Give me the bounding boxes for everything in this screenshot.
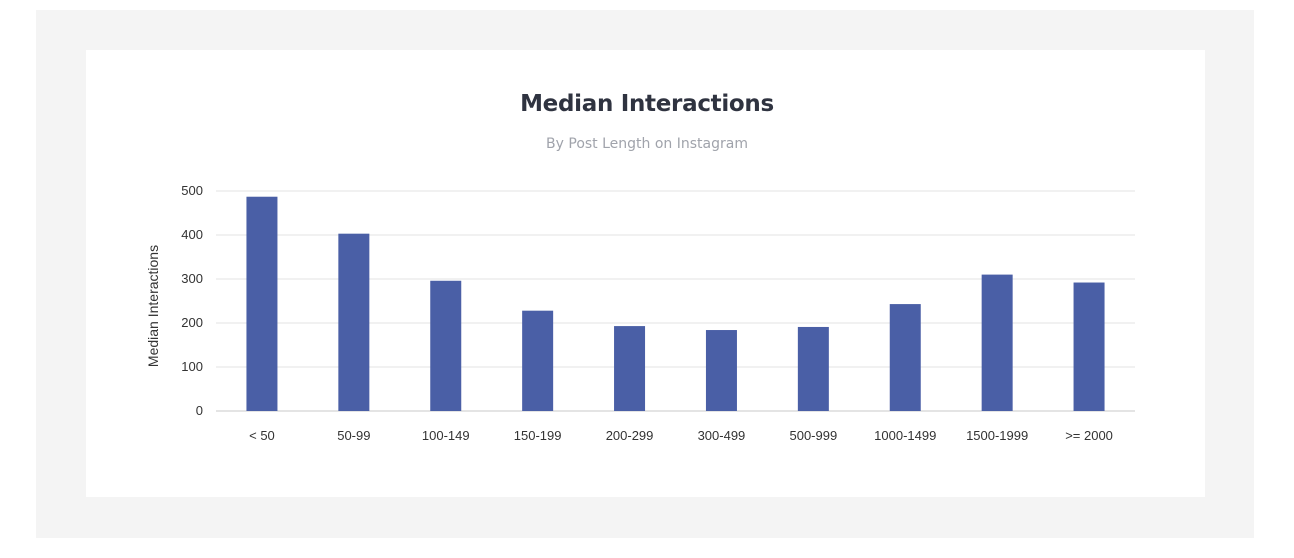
bar: [705, 330, 737, 411]
x-tick-label: 200-299: [606, 428, 654, 443]
x-tick-label: 1000-1499: [874, 428, 936, 443]
bar: [338, 233, 370, 411]
bar: [797, 326, 829, 411]
bar: [614, 326, 646, 411]
x-tick-label: >= 2000: [1065, 428, 1113, 443]
bar: [246, 196, 278, 411]
y-tick-label: 200: [181, 315, 203, 330]
chart-title: Median Interactions: [520, 91, 774, 117]
chart-subtitle: By Post Length on Instagram: [546, 136, 748, 152]
bar: [1073, 282, 1105, 411]
bars: [246, 196, 1105, 411]
bar: [889, 304, 921, 411]
x-tick-label: 100-149: [422, 428, 470, 443]
y-axis-ticks: 0 100 200 300 400 500: [181, 183, 203, 418]
x-tick-label: 50-99: [337, 428, 370, 443]
y-tick-label: 300: [181, 271, 203, 286]
x-tick-label: < 50: [249, 428, 275, 443]
x-tick-label: 150-199: [514, 428, 562, 443]
y-tick-label: 400: [181, 227, 203, 242]
bar: [522, 310, 554, 411]
x-tick-label: 300-499: [698, 428, 746, 443]
y-tick-label: 500: [181, 183, 203, 198]
bar: [981, 274, 1013, 411]
x-tick-label: 1500-1999: [966, 428, 1028, 443]
x-tick-label: 500-999: [789, 428, 837, 443]
x-axis-ticks: < 50 50-99 100-149 150-199 200-299 300-499 500…: [249, 428, 1113, 443]
y-tick-label: 0: [196, 403, 203, 418]
y-axis-title: Median Interactions: [145, 245, 161, 367]
bar: [430, 280, 462, 411]
y-tick-label: 100: [181, 359, 203, 374]
